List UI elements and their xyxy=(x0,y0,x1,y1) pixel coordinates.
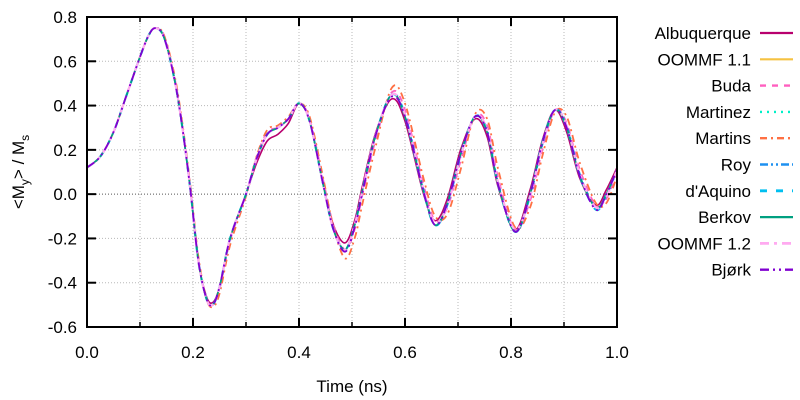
y-axis-title: <My> / Ms xyxy=(9,135,32,209)
legend-entry: Martinez xyxy=(686,103,793,122)
x-tick-labels: 0.0 0.2 0.4 0.6 0.8 1.0 xyxy=(75,343,629,362)
axis-ticks xyxy=(86,16,618,328)
x-axis-title: Time (ns) xyxy=(316,377,387,396)
x-tick-label: 0.4 xyxy=(287,343,311,362)
legend: Albuquerque OOMMF 1.1 Buda Martinez Martins R… xyxy=(655,24,793,280)
legend-entry: Bjørk xyxy=(711,261,793,280)
y-tick-label: -0.6 xyxy=(48,318,77,337)
legend-entry: Buda xyxy=(711,77,793,96)
legend-label: OOMMF 1.1 xyxy=(657,50,751,69)
legend-label: Albuquerque xyxy=(655,24,751,43)
legend-label: Roy xyxy=(721,156,752,175)
legend-entry: Martins xyxy=(695,129,793,148)
legend-label: Martinez xyxy=(686,103,751,122)
y-tick-labels: 0.8 0.6 0.4 0.2 0.0 -0.2 -0.4 -0.6 xyxy=(48,8,77,337)
plot-series xyxy=(87,26,617,309)
legend-entry: Berkov xyxy=(698,208,793,227)
y-tick-label: 0.6 xyxy=(53,52,77,71)
y-tick-label: 0.2 xyxy=(53,141,77,160)
legend-label: OOMMF 1.2 xyxy=(657,234,751,253)
series-line xyxy=(87,27,617,307)
x-tick-label: 0.6 xyxy=(393,343,417,362)
x-tick-label: 1.0 xyxy=(605,343,629,362)
y-tick-label: 0.4 xyxy=(53,97,77,116)
x-tick-label: 0.8 xyxy=(499,343,523,362)
legend-label: Bjørk xyxy=(711,261,751,280)
grid-lines xyxy=(87,17,617,327)
legend-entry: Roy xyxy=(721,156,793,175)
y-tick-label: -0.2 xyxy=(48,229,77,248)
legend-label: Martins xyxy=(695,129,751,148)
legend-label: Berkov xyxy=(698,208,751,227)
legend-entry: Albuquerque xyxy=(655,24,793,43)
legend-entry: d'Aquino xyxy=(685,182,793,201)
series-line xyxy=(87,27,617,307)
x-tick-label: 0.0 xyxy=(75,343,99,362)
x-tick-label: 0.2 xyxy=(181,343,205,362)
legend-entry: OOMMF 1.2 xyxy=(657,234,793,253)
y-tick-label: 0.0 xyxy=(53,185,77,204)
y-tick-label: 0.8 xyxy=(53,8,77,27)
y-tick-label: -0.4 xyxy=(48,274,77,293)
legend-label: Buda xyxy=(711,77,751,96)
legend-label: d'Aquino xyxy=(685,182,751,201)
legend-entry: OOMMF 1.1 xyxy=(657,50,793,69)
